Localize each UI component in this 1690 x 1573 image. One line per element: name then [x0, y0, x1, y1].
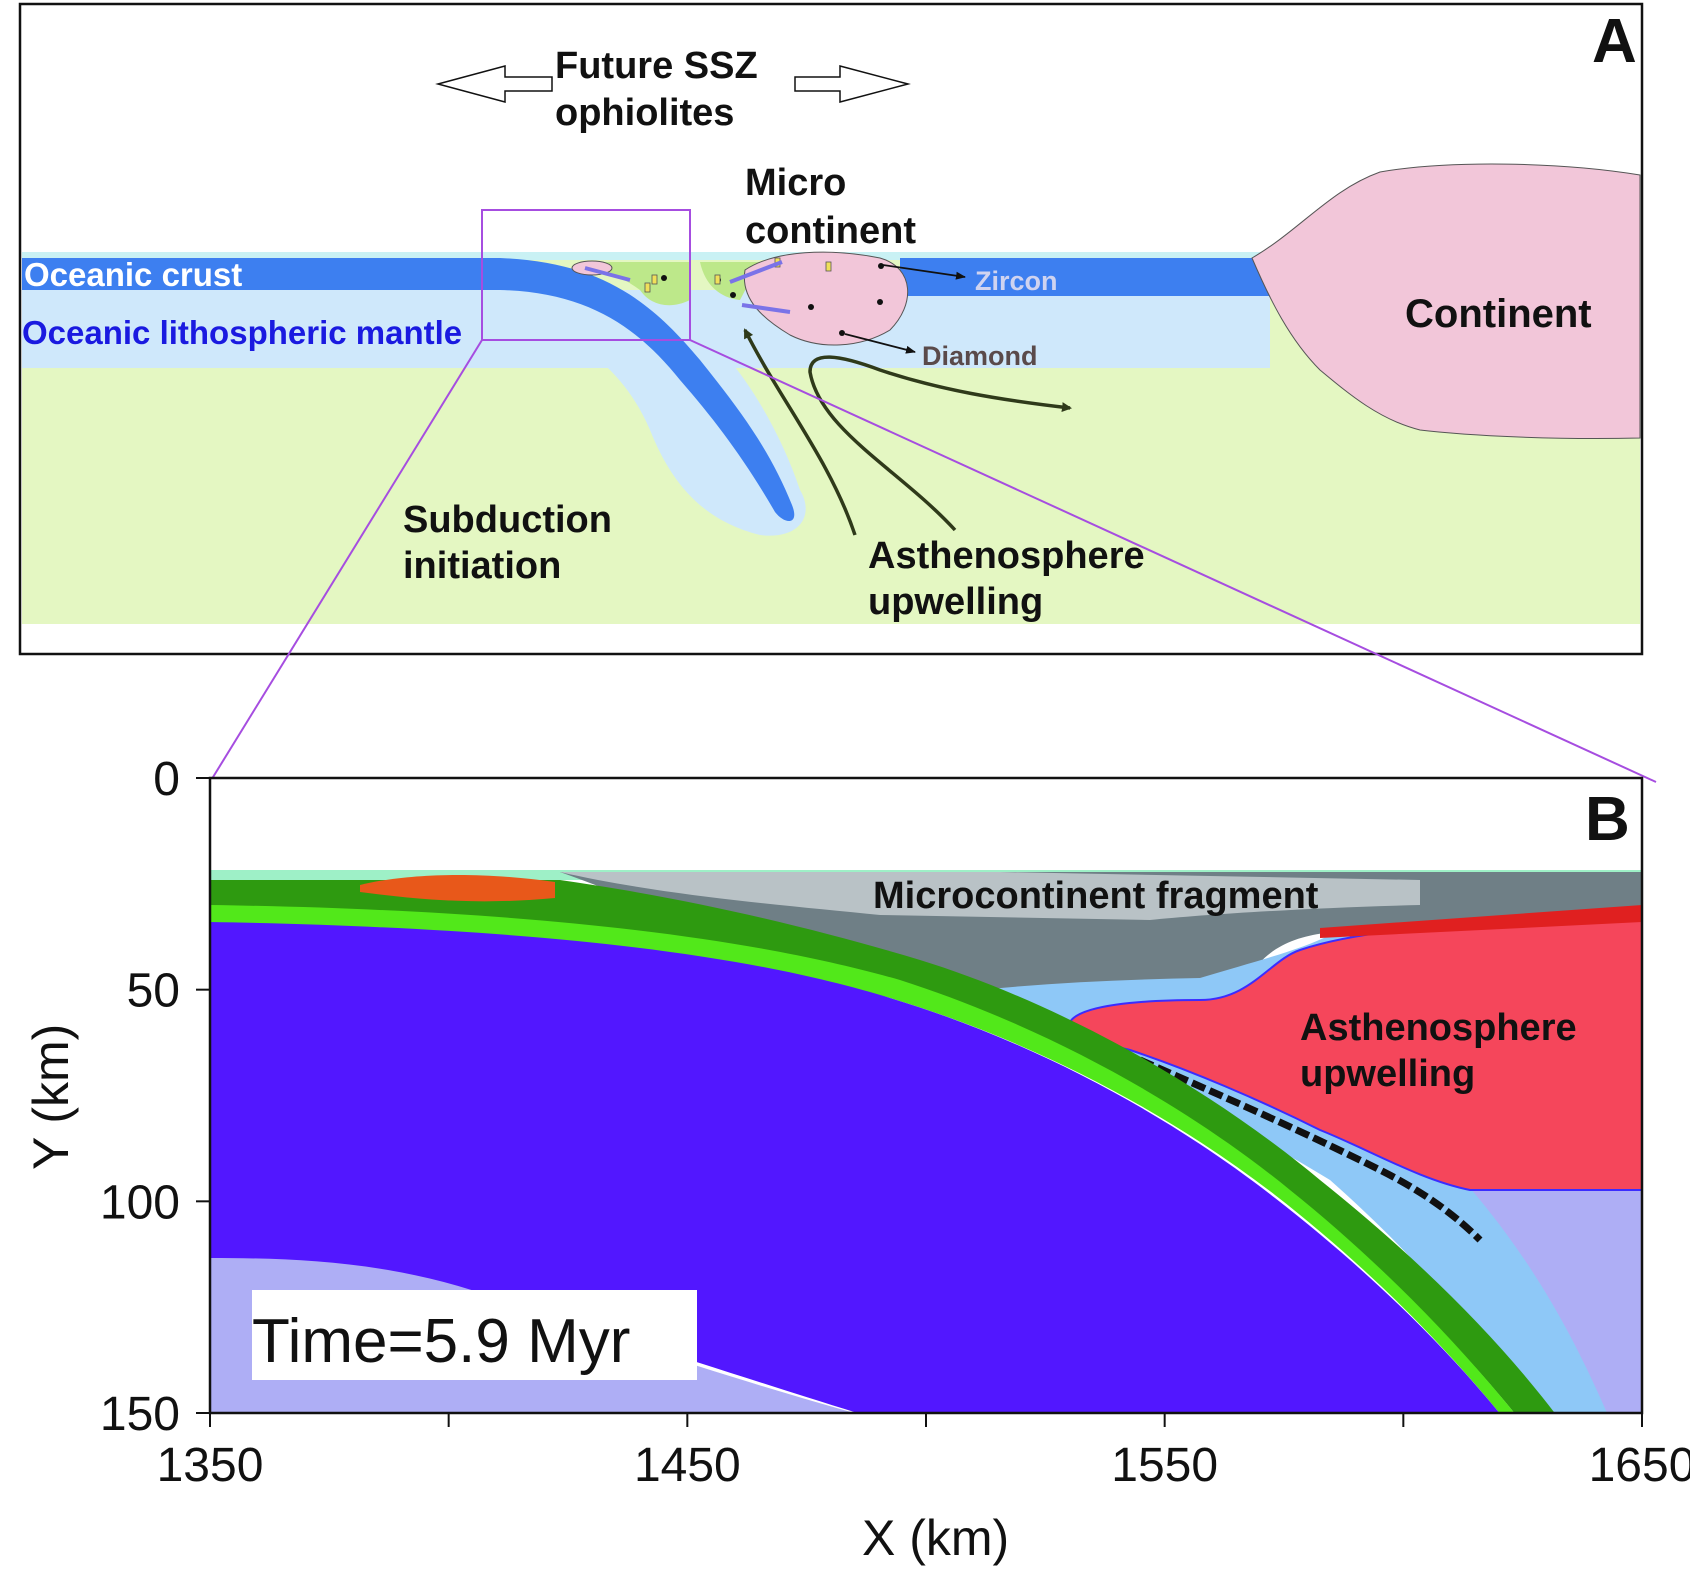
zoom-connector-right: [689, 339, 1657, 783]
panel-a: A Future SSZ ophiolites Micro continent …: [18, 2, 1644, 656]
continent-micro-label: continent: [745, 210, 916, 252]
micro-label: Micro: [745, 162, 846, 204]
x-tick-label: 1650: [1589, 1439, 1690, 1492]
microcontinent-a: [743, 251, 909, 346]
y-tick-label: 150: [100, 1388, 180, 1441]
zircon-label: Zircon: [975, 266, 1058, 296]
future-ssz-label: Future SSZ: [555, 45, 758, 87]
oceanic-mantle-label: Oceanic lithospheric mantle: [22, 314, 462, 351]
asthenosphere-label-b: Asthenosphere: [1300, 1007, 1577, 1049]
y-tick-label: 0: [153, 753, 180, 806]
microcontinent-fragment-label: Microcontinent fragment: [873, 875, 1319, 917]
y-tick-label: 100: [100, 1176, 180, 1229]
upwelling-label-a: upwelling: [868, 581, 1043, 623]
zoom-box: [481, 209, 691, 341]
time-label: Time=5.9 Myr: [252, 1307, 630, 1376]
oceanic-crust-left: [22, 258, 795, 522]
y-tick-label: 50: [127, 965, 180, 1018]
x-tick-label: 1450: [634, 1439, 741, 1492]
x-tick-label: 1350: [157, 1439, 264, 1492]
time-label-box: [252, 1290, 697, 1380]
upwelling-arrow-left: [743, 328, 857, 536]
zoom-connector-left: [209, 339, 483, 783]
slab-mantle: [460, 300, 806, 536]
continent-a: [1251, 163, 1641, 440]
ophiolites-label: ophiolites: [555, 92, 734, 134]
upwelling-arrow-right: [808, 355, 1072, 532]
initiation-label: initiation: [403, 545, 561, 587]
forearc-wedge: [585, 262, 690, 306]
x-axis-ticks: 1350 1450 1550 1650: [157, 1413, 1690, 1492]
exhumation-arrows: [584, 260, 791, 314]
subduction-label: Subduction: [403, 499, 612, 541]
y-axis-ticks: 0 50 100 150: [100, 753, 210, 1441]
panel-a-letter: A: [1592, 7, 1637, 76]
future-ssz-double-arrow: [435, 65, 911, 103]
x-axis-label: X (km): [862, 1510, 1009, 1566]
y-axis-label: Y (km): [23, 1024, 79, 1170]
x-tick-label: 1550: [1111, 1439, 1218, 1492]
panel-b-letter: B: [1585, 785, 1630, 854]
upwelling-label-b: upwelling: [1300, 1053, 1475, 1095]
oceanic-crust-label: Oceanic crust: [24, 256, 242, 293]
continent-label: Continent: [1405, 292, 1592, 336]
oceanic-crust-right: [900, 258, 1275, 296]
diamond-label: Diamond: [922, 341, 1038, 371]
asthenosphere-label-a: Asthenosphere: [868, 535, 1145, 577]
